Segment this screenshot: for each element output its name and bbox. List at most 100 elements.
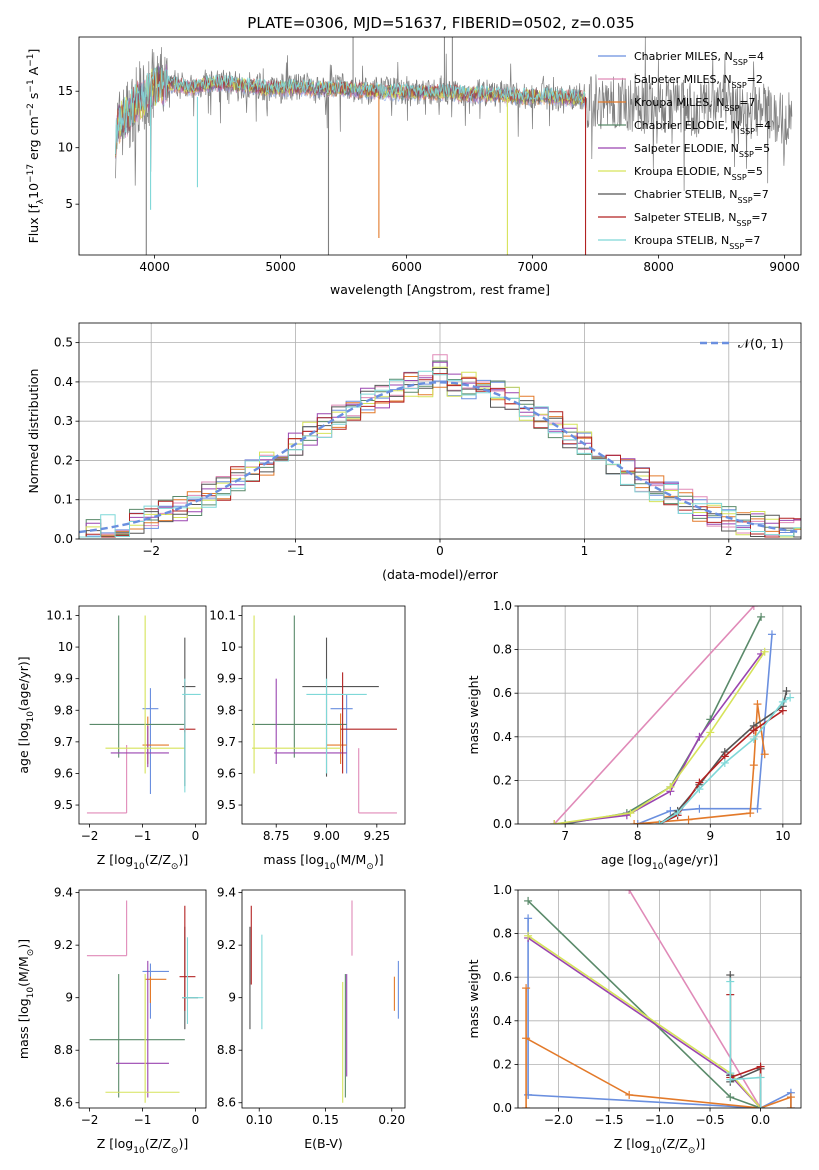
mass-weight-marker [666,782,675,791]
x-tick-label: −2 [142,544,160,558]
mass-vs-extinction-chart: 0.10 0.15 0.20 8.6 8.8 9 9.2 9.4 E(B-V) [217,886,406,1151]
y-axis-label: age [log10(age/yr)] [16,656,36,773]
x-tick-label: 0.10 [246,1113,273,1127]
axes-frame [78,605,207,825]
mass-weight-line [525,988,792,1108]
mass-weight-marker [749,606,758,610]
axes-frame [241,605,406,825]
label-part: )] [695,1136,705,1151]
legend-text: =2 [747,73,763,86]
label-part: Z [log [97,1136,133,1151]
x-tick-label: 8.75 [263,829,290,843]
label-part: (Z/Z [662,1136,688,1151]
spectrum-model-line [115,66,586,158]
mass-weight-marker [782,687,791,696]
label-superscript: −1 [26,54,36,67]
age-vs-mass-chart: 8.75 9.00 9.25 9.5 9.6 9.7 9.8 9.9 10 10.1 mass [l… [209,605,406,872]
mass-weight-marker [522,984,531,993]
x-tick-label: −2 [81,1113,99,1127]
legend-text: Salpeter ELODIE, N [634,142,739,155]
mass-weight-marker [753,700,762,709]
x-tick-label: 0 [192,829,200,843]
spectrum-chart: 4000 5000 6000 7000 8000 9000 5 10 15 wavelength … [26,36,802,297]
mass-weight-line [565,616,762,824]
mass-weight-line [634,703,766,824]
label-part: age [log [601,852,652,867]
y-tick-label: 9.2 [217,938,236,952]
y-tick-label: 0.6 [493,970,512,984]
y-tick-label: 1.0 [493,599,512,613]
x-tick-label: 5000 [265,260,296,274]
label-subscript: λ [36,198,46,204]
y-tick-label: 9.7 [217,735,236,749]
x-tick-label: 0.15 [312,1113,339,1127]
y-tick-label: 0.2 [493,773,512,787]
mass-vs-metallicity-chart: −2 −1 08.68.899.29.4Z [log10(Z/Z⊙)]mass [l… [16,886,207,1156]
mass-weight-marker [626,809,635,818]
x-axis-label: mass [log10(M/M⊙)] [263,852,383,872]
x-tick-label: 9.00 [313,829,340,843]
x-tick-label: 7000 [517,260,548,274]
y-tick-label: 9.4 [217,886,236,900]
label-part: erg cm [26,116,41,164]
label-subscript: 10 [324,862,336,872]
mass-weight-marker [673,809,682,818]
x-tick-label: 7 [561,829,569,843]
x-tick-label: 0 [436,544,444,558]
legend-text: Salpeter MILES, N [634,73,732,86]
y-axis-label: Normed distribution [26,369,41,494]
legend: 𝒩(0, 1) [700,336,784,351]
legend-label: Salpeter ELODIE, NSSP=5 [634,142,770,159]
mass-weight-marker [655,820,664,824]
x-axis-label: wavelength [Angstrom, rest frame] [330,282,550,297]
y-axis-label: Flux [fλ10−17 erg cm−2 s−1 A−1] [26,49,46,244]
y-tick-label: 0.3 [54,414,73,428]
label-part: mass [log [16,998,31,1059]
histogram-series [79,368,801,538]
mass-weight-marker [684,815,693,824]
y-axis-label: mass [log10(M/M⊙)] [16,939,36,1059]
plot-area [86,900,204,1103]
x-tick-label: 0.20 [378,1113,405,1127]
label-part: A [26,66,41,79]
legend-text: =7 [751,211,767,224]
y-axis-label: mass weight [466,959,481,1038]
y-tick-label: 1.0 [493,883,512,897]
y-tick-label: 0.8 [493,927,512,941]
y-tick-label: 10 [221,640,236,654]
x-tick-label: −1.0 [645,1113,674,1127]
y-tick-label: 0.4 [493,1014,512,1028]
legend-label: 𝒩(0, 1) [738,336,784,351]
plot-area [115,37,793,255]
y-tick-label: 5 [65,197,73,211]
legend-label: Kroupa MILES, NSSP=7 [634,96,756,113]
label-subscript: 10 [26,711,36,723]
label-part: (age/yr)] [663,852,718,867]
legend-label: Salpeter STELIB, NSSP=7 [634,211,768,228]
y-tick-label: 9.8 [54,703,73,717]
mass-weight-marker [757,612,766,621]
legend-label: Kroupa ELODIE, NSSP=5 [634,165,763,182]
mass-weight-marker [786,1093,795,1102]
plot-area [522,890,795,1108]
legend-text: Kroupa STELIB, N [634,234,729,247]
mass-weight-marker [706,728,715,737]
legend-text: Chabrier STELIB, N [634,188,738,201]
legend-text: Kroupa MILES, N [634,96,724,109]
mass-weight-marker [720,758,729,767]
label-subscript: ⊙ [688,1146,696,1156]
y-tick-label: 0.2 [493,1057,512,1071]
label-subscript: ⊙ [26,949,36,957]
x-tick-label: 0 [192,1113,200,1127]
mass-weight-marker [666,806,675,815]
y-tick-label: 9.9 [54,672,73,686]
histogram-series [79,366,801,538]
y-tick-label: 0.1 [54,493,73,507]
y-tick-label: 0.4 [54,375,73,389]
x-axis-label: E(B-V) [304,1136,343,1151]
x-tick-label: 2 [725,544,733,558]
label-subscript: ⊙ [366,862,374,872]
mass-weight-marker [561,820,570,824]
x-tick-label: −1 [134,1113,152,1127]
